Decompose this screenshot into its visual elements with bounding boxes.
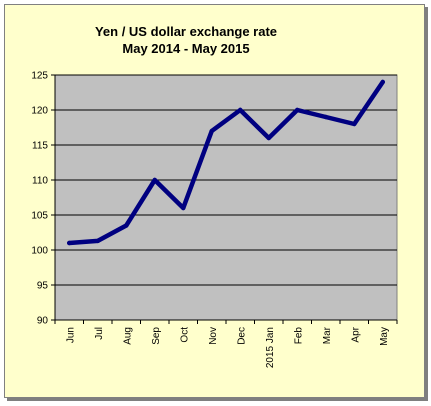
y-tick-label: 90 [37, 316, 49, 327]
y-tick-label: 125 [31, 71, 48, 82]
x-tick-label: Oct [179, 327, 190, 343]
x-tick-label: May [379, 327, 390, 346]
chart-subtitle: May 2014 - May 2015 [122, 41, 249, 56]
y-tick-label: 120 [31, 106, 48, 117]
x-tick-label: Sep [151, 327, 162, 345]
x-tick-label: Dec [236, 327, 247, 345]
plot-area [54, 74, 398, 321]
x-tick-label: Jul [94, 327, 105, 340]
data-point-0 [67, 240, 72, 246]
x-tick-label: Mar [322, 326, 333, 344]
data-point-5 [209, 128, 214, 134]
data-point-9 [323, 114, 328, 120]
x-axis-ticks: Jun Jul Aug Sep Oct Nov Dec 2015 Jan Feb Mar Apr Ma… [54, 319, 398, 368]
data-point-4 [181, 205, 186, 211]
y-tick-label: 100 [31, 246, 48, 257]
gridlines [55, 74, 397, 286]
x-tick-label: Feb [293, 327, 304, 345]
y-axis-ticks: 90 95 100 105 110 115 120 125 [31, 71, 56, 327]
y-tick-label: 115 [32, 141, 48, 152]
x-tick-label: 2015 Jan [265, 327, 276, 368]
data-point-1 [95, 238, 100, 244]
y-tick-label: 110 [32, 176, 48, 187]
chart-title: Yen / US dollar exchange rate [95, 24, 277, 39]
data-point-8 [295, 107, 300, 113]
data-point-2 [124, 223, 129, 228]
y-tick-label: 95 [37, 281, 49, 292]
data-point-6 [238, 107, 243, 113]
data-point-3 [152, 177, 157, 183]
y-tick-label: 105 [31, 211, 48, 222]
series-line [67, 79, 385, 246]
x-tick-label: Apr [350, 326, 361, 342]
x-tick-label: Nov [208, 327, 219, 345]
x-tick-label: Jun [65, 327, 76, 343]
data-point-7 [266, 135, 271, 141]
x-tick-label: Aug [122, 327, 133, 345]
data-point-11 [380, 79, 385, 85]
data-point-10 [352, 121, 357, 127]
